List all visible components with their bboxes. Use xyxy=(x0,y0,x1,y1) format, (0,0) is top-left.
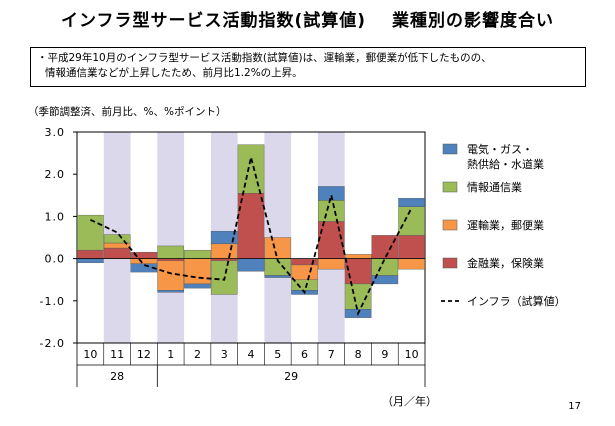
legend-label: 熱供給・水道業 xyxy=(467,157,544,171)
bar-segment xyxy=(398,198,425,207)
infra-line xyxy=(89,157,413,317)
x-axis-label: （月／年） xyxy=(382,394,437,408)
bar-segment xyxy=(130,258,158,264)
bar-segment xyxy=(210,230,238,245)
plot-frame xyxy=(76,131,426,344)
y-tick-label: -1.0 xyxy=(40,295,65,308)
page-number: 17 xyxy=(568,401,581,412)
bar-segment xyxy=(317,200,345,222)
shaded-column xyxy=(157,132,185,343)
bar-segment xyxy=(130,263,158,273)
bar-segment xyxy=(398,258,425,270)
y-tick-label: 1.0 xyxy=(45,210,66,223)
bar-segment xyxy=(237,258,265,272)
legend-swatch xyxy=(442,181,458,193)
bar-segment xyxy=(398,206,425,236)
x-tick-label: 11 xyxy=(110,348,124,361)
bar-segment xyxy=(317,186,345,201)
bar-segment xyxy=(264,237,292,259)
unit-label: （季節調整済、前月比、%、%ポイント） xyxy=(28,106,227,118)
x-tick-label: 2 xyxy=(194,348,201,361)
bar-segment xyxy=(210,243,238,259)
x-tick-label: 4 xyxy=(248,348,255,361)
x-tick-label: 3 xyxy=(221,348,228,361)
bar-segment xyxy=(157,260,185,291)
bar-segment xyxy=(317,221,345,259)
bar-segment xyxy=(103,234,131,244)
summary-note: ・平成29年10月のインフラ型サービス活動指数(試算値)は、運輸業，郵便業が低下… xyxy=(30,47,586,87)
bar-segment xyxy=(237,192,265,259)
bar-segment xyxy=(103,247,131,259)
y-tick-label: 2.0 xyxy=(45,168,66,181)
bar-segment xyxy=(157,245,185,259)
bar-segment xyxy=(77,258,104,264)
x-tick-label: 6 xyxy=(301,348,308,361)
title-sub: 業種別の影響度合い xyxy=(392,11,555,31)
summary-note-line-2: 情報通信業などが上昇したため、前月比1.2%の上昇。 xyxy=(45,67,303,79)
x-tick-label: 8 xyxy=(355,348,362,361)
bar-segment xyxy=(184,258,211,285)
bar-segment xyxy=(264,275,292,278)
bar-segment xyxy=(184,283,211,289)
bar-segment xyxy=(157,290,185,293)
year-label: 28 xyxy=(110,370,124,383)
y-tick-label: 3.0 xyxy=(45,126,66,139)
summary-note-line-1: ・平成29年10月のインフラ型サービス活動指数(試算値)は、運輸業，郵便業が低下… xyxy=(37,52,492,64)
x-tick-label: 10 xyxy=(83,348,97,361)
bar-segment xyxy=(371,275,399,285)
x-tick-label: 12 xyxy=(137,348,151,361)
bar-segment xyxy=(344,254,372,259)
bar-segment xyxy=(77,214,104,251)
legend-label: 電気・ガス・ xyxy=(467,142,533,156)
x-tick-label: 9 xyxy=(381,348,388,361)
year-label: 29 xyxy=(284,370,298,383)
bar-segment xyxy=(317,258,345,270)
legend-label: 運輸業，郵便業 xyxy=(467,218,544,232)
bar-segment xyxy=(371,258,399,276)
bar-segment xyxy=(237,144,265,194)
title-main: インフラ型サービス活動指数(試算値) xyxy=(60,11,367,31)
legend-label: インフラ（試算値） xyxy=(467,294,566,308)
legend-label: 情報通信業 xyxy=(467,181,522,194)
x-tick-label: 5 xyxy=(274,348,281,361)
bar-segment xyxy=(398,235,425,259)
y-tick-label: -2.0 xyxy=(40,337,65,350)
legend-label: 金融業，保険業 xyxy=(467,256,544,270)
legend-swatch xyxy=(442,143,458,155)
bar-segment xyxy=(77,249,104,259)
legend-swatch xyxy=(442,219,458,231)
page-title: インフラ型サービス活動指数(試算値) 業種別の影響度合い xyxy=(0,6,615,31)
legend-swatch xyxy=(442,257,458,269)
bar-segment xyxy=(371,235,399,259)
y-tick-label: 0.0 xyxy=(45,253,66,266)
bar-segment xyxy=(344,258,372,285)
x-tick-label: 7 xyxy=(328,348,335,361)
bar-segment xyxy=(184,249,211,259)
x-tick-label: 10 xyxy=(405,348,419,361)
bar-segment xyxy=(291,264,318,280)
x-tick-label: 1 xyxy=(167,348,174,361)
